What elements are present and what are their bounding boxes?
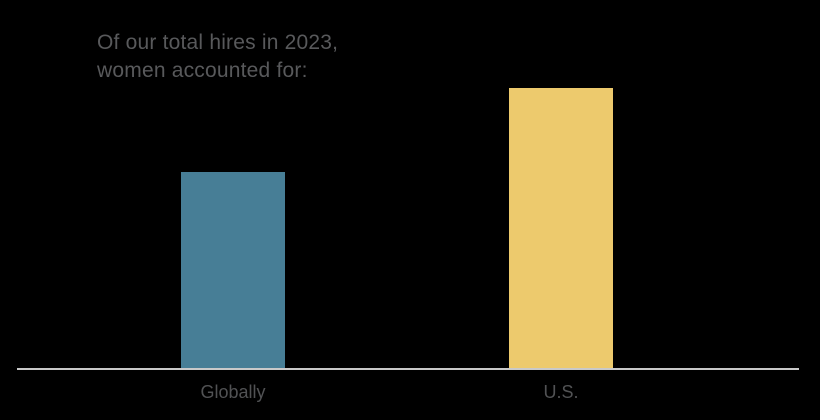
bar-globally (181, 172, 285, 368)
x-tick-label-us: U.S. (543, 382, 579, 402)
x-axis-line (17, 368, 799, 370)
x-tick-label-globally: Globally (200, 382, 266, 402)
chart-title-line2: women accounted for: (97, 59, 308, 82)
chart-title: Of our total hires in 2023, women accoun… (97, 29, 338, 85)
bar-us (509, 88, 613, 368)
chart-title-line1: Of our total hires in 2023, (97, 31, 339, 54)
